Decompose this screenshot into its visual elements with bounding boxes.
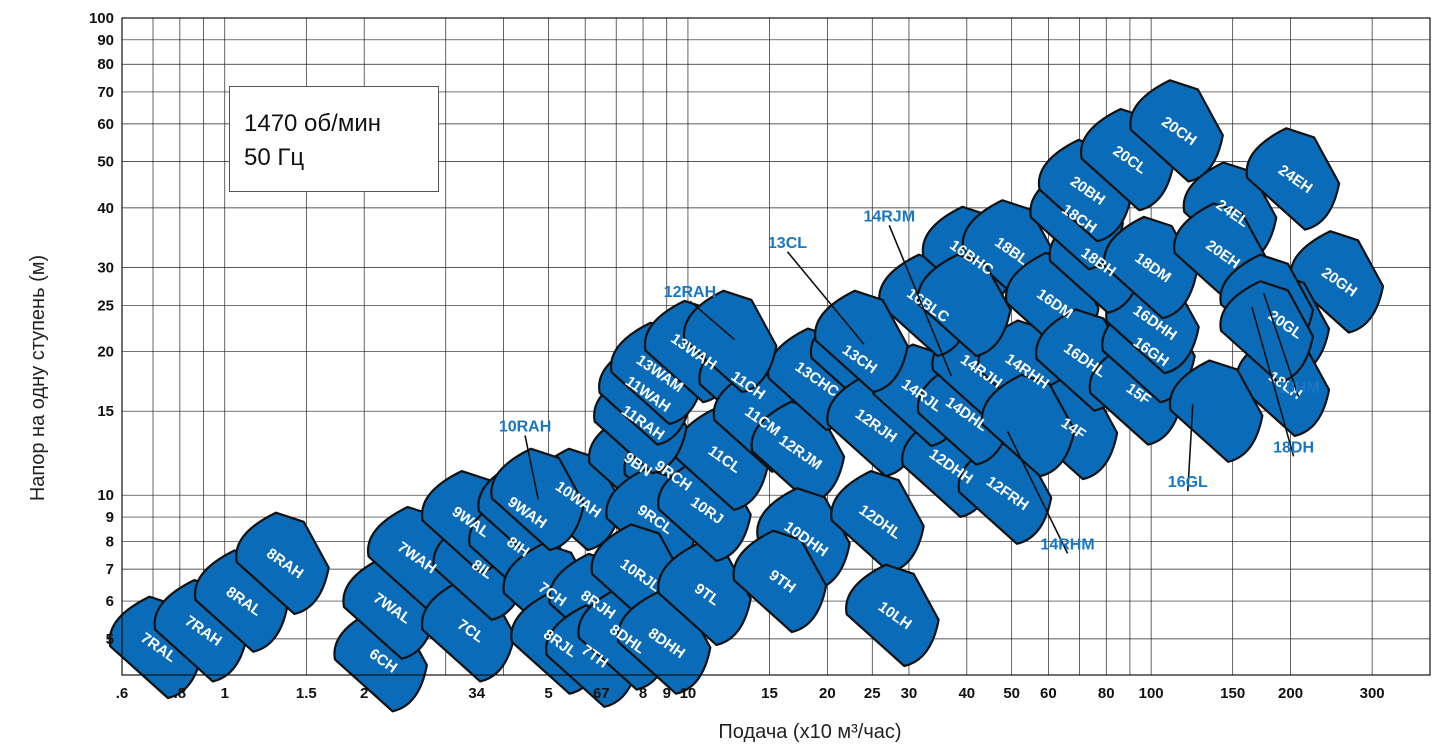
x-axis-title: Подача (x10 м³/час) — [718, 721, 901, 743]
x-tick-label: 67 — [593, 685, 610, 702]
x-tick-label: 100 — [1139, 685, 1164, 702]
pump-region-9th — [732, 529, 828, 634]
y-tick-label: 5 — [106, 631, 114, 648]
y-tick-label: 20 — [97, 344, 114, 361]
y-tick-label: 80 — [97, 56, 114, 73]
y-tick-label: 70 — [97, 84, 114, 101]
y-tick-label: 30 — [97, 260, 114, 277]
x-tick-label: 10 — [680, 685, 697, 702]
y-tick-label: 8 — [106, 533, 114, 550]
callout-label-10rah: 10RAH — [499, 418, 551, 435]
pump-region-12dhl — [830, 470, 925, 574]
callout-labels: 10RAH 12RAH 13CL 14RJM 14RHM 16GL 18HM 18DH — [499, 208, 1320, 554]
y-tick-label: 9 — [106, 509, 114, 526]
plot-frame — [121, 17, 1431, 676]
x-tick-label: .8 — [174, 685, 187, 702]
callout-label-14rjm: 14RJM — [863, 208, 915, 225]
frequency-label: 50 Гц — [244, 144, 305, 171]
x-axis-ticks: .6 .8 1 1.5 2 34 5 67 8 9 10 15 20 25 30 40 50 60 80 100 150… — [116, 685, 1385, 702]
x-tick-label: 25 — [864, 685, 881, 702]
x-tick-label: 5 — [544, 685, 552, 702]
y-tick-label: 7 — [106, 561, 114, 578]
leader-line-10rah — [524, 435, 539, 500]
y-tick-label: 100 — [89, 10, 114, 27]
callout-label-18dh: 18DH — [1273, 439, 1314, 456]
x-tick-label: 60 — [1040, 685, 1057, 702]
leader-line-18hm — [1262, 292, 1300, 397]
speed-label: 1470 об/мин — [244, 110, 381, 137]
x-tick-label: .6 — [116, 685, 129, 702]
leader-line-14rhm — [1006, 431, 1069, 554]
pump-region-24eh — [1245, 127, 1341, 231]
callout-label-16gl: 16GL — [1168, 474, 1208, 491]
pump-region-18dh — [1219, 280, 1314, 384]
leader-line-12rah — [689, 300, 735, 341]
pump-region-14rjm — [916, 253, 1012, 357]
callout-label-12rah: 12RAH — [664, 284, 716, 301]
x-tick-label: 34 — [468, 685, 485, 702]
x-tick-label: 40 — [958, 685, 975, 702]
y-axis-ticks: 5 6 7 8 9 10 15 20 25 30 40 50 60 70 80 90 100 — [89, 10, 114, 648]
x-tick-label: 80 — [1098, 685, 1115, 702]
x-tick-label: 8 — [639, 685, 647, 702]
x-tick-label: 50 — [1003, 685, 1020, 702]
y-tick-label: 40 — [97, 200, 114, 217]
leader-line-14rjm — [888, 224, 952, 377]
x-tick-label: 9 — [663, 685, 671, 702]
x-tick-label: 1 — [221, 685, 229, 702]
callout-label-18hm: 18HM — [1277, 380, 1320, 397]
speed-frequency-box: 1470 об/мин 50 Гц — [229, 86, 439, 192]
callout-label-14rhm: 14RHM — [1040, 536, 1094, 553]
y-tick-label: 25 — [97, 297, 114, 314]
x-tick-label: 15 — [761, 685, 778, 702]
pump-regions: 7RAL 7RAH8RAL8RAH6CH7WAL7WAH7CL8IL9WAL8IH… — [108, 79, 1385, 713]
y-tick-label: 15 — [97, 403, 114, 420]
y-tick-label: 10 — [97, 487, 114, 504]
x-tick-label: 20 — [819, 685, 836, 702]
x-tick-label: 300 — [1360, 685, 1385, 702]
y-tick-label: 60 — [97, 116, 114, 133]
y-tick-label: 50 — [97, 154, 114, 171]
callout-label-13cl: 13CL — [768, 235, 807, 252]
pump-region-8rah — [235, 511, 330, 615]
y-tick-label: 6 — [106, 593, 114, 610]
x-tick-label: 30 — [901, 685, 918, 702]
x-tick-label: 200 — [1278, 685, 1303, 702]
leader-line-13cl — [786, 251, 865, 345]
pump-region-20gh — [1289, 230, 1385, 334]
pump-region-14rhm — [980, 373, 1076, 478]
x-tick-label: 150 — [1220, 685, 1245, 702]
y-tick-label: 90 — [97, 32, 114, 49]
pump-region-10lh — [845, 563, 940, 668]
x-tick-label: 2 — [360, 685, 368, 702]
x-tick-label: 1.5 — [296, 685, 317, 702]
leader-line-18dh — [1251, 306, 1295, 457]
y-axis-title: Напор на одну ступень (м) — [27, 255, 49, 501]
pump-region-16gl — [1168, 359, 1264, 463]
leader-line-16gl — [1187, 404, 1194, 492]
